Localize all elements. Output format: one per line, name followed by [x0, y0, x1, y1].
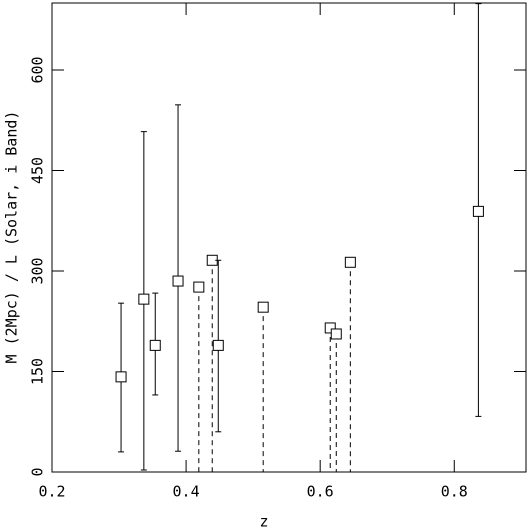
- y-tick-label: 450: [29, 157, 47, 184]
- x-tick-label: 0.2: [38, 483, 65, 501]
- point: [172, 275, 184, 287]
- point: [330, 328, 342, 340]
- y-tick-label: 600: [29, 56, 47, 83]
- point: [212, 339, 224, 351]
- x-axis-label: z: [259, 513, 268, 531]
- x-tick-label: 0.8: [441, 483, 468, 501]
- y-tick-label: 0: [29, 467, 47, 476]
- point: [324, 322, 336, 334]
- point: [193, 281, 205, 293]
- point: [149, 339, 161, 351]
- x-tick-label: 0.6: [307, 483, 334, 501]
- y-tick-label: 300: [29, 257, 47, 284]
- point: [257, 301, 269, 313]
- y-tick-label: 150: [29, 358, 47, 385]
- y-axis-label: M (2Mpc) / L (Solar, i Band): [3, 111, 21, 364]
- x-tick-label: 0.4: [173, 483, 200, 501]
- point: [138, 293, 150, 305]
- point: [344, 256, 356, 268]
- point: [472, 205, 484, 217]
- plot-frame: [51, 2, 527, 473]
- point: [115, 371, 127, 383]
